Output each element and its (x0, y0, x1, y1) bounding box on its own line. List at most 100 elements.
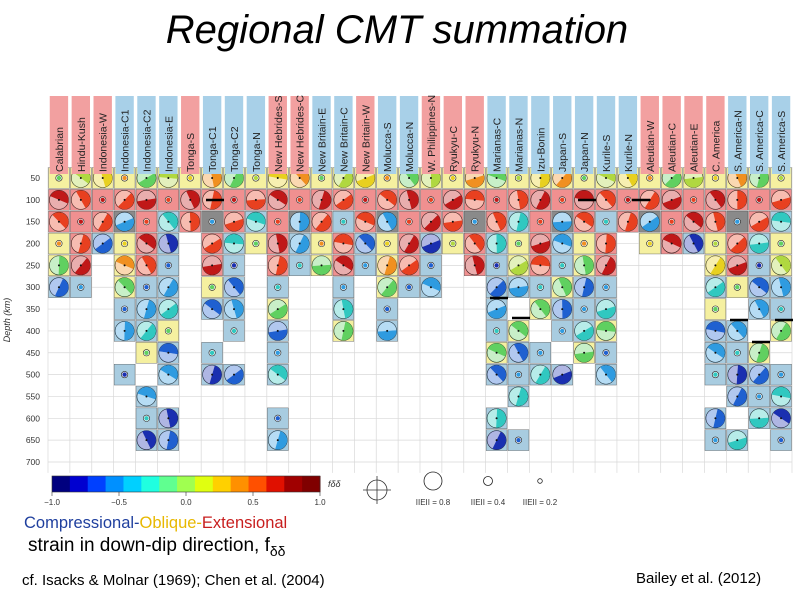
legend-separator: - (134, 514, 140, 532)
beachball-small (231, 197, 237, 203)
region-label: Kurile-S (601, 135, 613, 172)
beachball-center (583, 351, 586, 354)
colorbar-segment (52, 476, 71, 492)
beachball-lobe (487, 430, 501, 449)
beachball-lobe (749, 242, 769, 254)
beachball-center (167, 417, 170, 420)
beachball-lobe (727, 234, 745, 251)
magnitude-circle (423, 471, 443, 491)
beachball-lobe (204, 238, 222, 254)
beachball-lobe (377, 193, 395, 210)
beachball-lobe (246, 199, 266, 210)
colorbar-segment (87, 476, 107, 492)
region-label-background (181, 96, 200, 174)
colorbar-segment (69, 476, 89, 492)
beachball-lobe (552, 278, 567, 297)
beachball-center (386, 220, 389, 223)
beachball-small (275, 219, 280, 224)
beachball-lobe (379, 190, 397, 206)
beachball-center (758, 351, 761, 354)
beachball-lobe (224, 242, 244, 254)
beachball-lobe (180, 212, 191, 232)
beachball-lobe (356, 212, 375, 226)
beachball-center (233, 220, 235, 223)
beachball-lobe (341, 299, 353, 319)
beachball-center (145, 242, 148, 245)
beachball-center (692, 220, 695, 223)
beachball-lobe (136, 393, 156, 406)
beachball-center (539, 308, 542, 311)
region-label: Marianas-N (513, 118, 525, 172)
beachball-small (275, 350, 280, 355)
beachball-lobe (662, 196, 682, 210)
beachball-small (494, 263, 499, 268)
beachball-center (605, 198, 607, 201)
beachball-center (320, 264, 323, 267)
beachball-lobe (465, 175, 485, 188)
beachball-center (276, 439, 279, 442)
beachball-center (79, 242, 82, 245)
colorbar-tick-label: 1.0 (314, 498, 326, 507)
beachball-lobe (224, 234, 244, 245)
beachball-lobe (268, 321, 288, 333)
beachball-lobe (54, 278, 69, 297)
region-label: Aleutian-W (645, 121, 657, 172)
beachball-center (451, 220, 454, 223)
beachball-lobe (226, 368, 244, 385)
beachball-lobe (404, 235, 419, 254)
beachball-small (603, 350, 609, 355)
beachball-lobe (492, 212, 507, 231)
beachball-center (495, 220, 498, 223)
beachball-center (517, 264, 520, 267)
beachball-lobe (730, 236, 747, 254)
beachball-lobe (728, 437, 747, 450)
beachball-lobe (315, 214, 332, 232)
region-headers: Calabrian Hindu-Kush Indonesia-W Indonesia-… (49, 95, 791, 174)
beachball-lobe (142, 430, 156, 449)
beachball-small (735, 350, 740, 355)
beachball-center (758, 373, 761, 376)
beachball-lobe (204, 299, 222, 315)
beachball-lobe (618, 212, 631, 231)
region-label-background (71, 96, 91, 174)
beachball-lobe (49, 196, 68, 210)
beachball-lobe (689, 234, 704, 252)
beachball-lobe (487, 277, 504, 294)
beachball-small (56, 241, 62, 246)
beachball-lobe (138, 234, 156, 250)
beachball-lobe (663, 234, 682, 248)
beachball-lobe (552, 221, 572, 232)
beachball-lobe (707, 343, 725, 359)
beachball-lobe (581, 277, 594, 297)
region-label: Molucca-S (382, 122, 394, 172)
beachball-lobe (333, 321, 346, 341)
beachball-lobe (141, 255, 156, 274)
beachball-lobe (531, 240, 550, 254)
beachball-small (144, 285, 149, 290)
beachball-lobe (443, 212, 463, 224)
beachball-lobe (95, 237, 113, 254)
beachball-lobe (487, 299, 506, 313)
beachball-lobe (136, 237, 155, 254)
beachball-lobe (713, 409, 725, 428)
region-label: Japan-N (579, 132, 591, 172)
beachball-center (429, 177, 432, 179)
region-label-background (574, 96, 594, 174)
beachball-center (583, 264, 586, 267)
beachball-center (167, 439, 170, 442)
beachball-lobe (158, 277, 174, 296)
cmt-cells (48, 167, 793, 451)
beachball-center (342, 177, 345, 179)
beachball-center (626, 177, 629, 179)
beachball-lobe (709, 190, 725, 208)
beachball-lobe (117, 193, 135, 210)
beachball-lobe (664, 171, 682, 188)
beachball-lobe (508, 344, 524, 363)
beachball-lobe (771, 278, 784, 297)
beachball-center (167, 308, 170, 311)
beachball-center (758, 417, 761, 420)
beachball-lobe (596, 367, 612, 385)
beachball-center (561, 308, 564, 311)
beachball-center (233, 177, 235, 179)
beachball-center (145, 439, 148, 442)
